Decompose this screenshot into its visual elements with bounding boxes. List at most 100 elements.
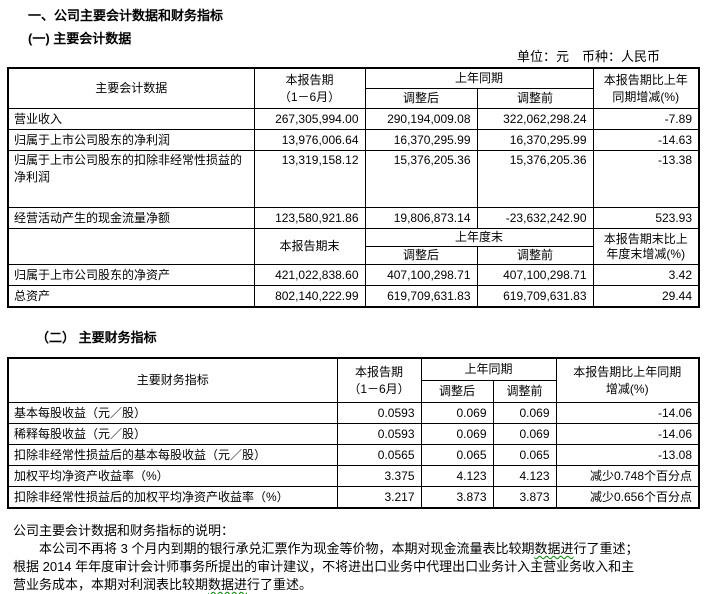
- prior-adjusted-after-value: 407,100,298.71: [364, 264, 478, 286]
- prior-adjusted-after-value: 15,376,205.36: [364, 150, 478, 208]
- table-row: 扣除非经常性损益后的基本每股收益（元／股） 0.0565 0.065 0.065…: [7, 444, 700, 466]
- header-line: 年度末增减(%): [606, 246, 686, 261]
- table-row: 总资产 802,140,222.99 619,709,631.83 619,70…: [7, 285, 700, 308]
- indicator-label-cell: 基本每股收益（元／股）: [7, 402, 338, 424]
- prior-adjusted-before-value: 15,376,205.36: [476, 150, 594, 208]
- current-period-value: 13,319,158.12: [253, 150, 366, 208]
- notes-text: 营业务成本，本期对利润表比较期: [13, 577, 209, 592]
- table2-header-row-2: 调整后 调整前: [8, 380, 699, 403]
- change-percent-value: -13.38: [592, 150, 700, 208]
- header-line: （1－6月）: [278, 89, 341, 104]
- prior-adjusted-before-value: -23,632,242.90: [476, 207, 594, 229]
- prior-adjusted-after-value: 19,806,873.14: [364, 207, 478, 229]
- metric-label-cell: 归属于上市公司股东的扣除非经常性损益的净利润: [7, 150, 255, 208]
- table1-header-row-1: 主要会计数据 本报告期 （1－6月） 上年同期 本报告期比上年 同期增减(%): [7, 67, 700, 109]
- change-percent-value: 3.42: [592, 264, 700, 286]
- table-row: 营业收入 267,305,994.00 290,194,009.08 322,0…: [7, 108, 700, 130]
- change-percent-value: 29.44: [592, 285, 700, 308]
- accounting-data-table: 主要会计数据 本报告期 （1－6月） 上年同期 本报告期比上年 同期增减(%) …: [7, 67, 701, 308]
- table-row: 基本每股收益（元／股） 0.0593 0.069 0.069 -14.06: [7, 402, 700, 424]
- notes-section: 公司主要会计数据和财务指标的说明： 本公司不再将 3 个月内到期的银行承兑汇票作…: [13, 522, 708, 594]
- grammar-squiggle-text: 数据进: [208, 577, 248, 592]
- table-row: 经营活动产生的现金流量净额 123,580,921.86 19,806,873.…: [7, 207, 700, 229]
- prior-adjusted-after-value: 0.069: [420, 423, 494, 445]
- table1-midheader-row-1: 本报告期末 上年度末 本报告期末比上 年度末增减(%): [7, 228, 700, 265]
- notes-text: 根据 2014 年年度审计会计师事务所提出的审计建议，不将进出口业务中代理出口业…: [13, 559, 635, 574]
- change-percent-value: -13.08: [555, 444, 700, 466]
- current-period-value: 267,305,994.00: [253, 108, 366, 130]
- change-percent-value: -7.89: [592, 108, 700, 130]
- change-percent-value: 523.93: [592, 207, 700, 229]
- table1-midheader-adjusted-after: 调整后: [364, 246, 478, 265]
- current-period-value: 0.0593: [336, 402, 422, 424]
- table1-header-label: 主要会计数据: [7, 67, 255, 109]
- prior-adjusted-before-value: 3.873: [492, 486, 557, 509]
- table1-header-prior-period-group: 上年同期: [364, 67, 594, 89]
- change-percent-value: -14.63: [592, 129, 700, 151]
- prior-adjusted-after-value: 0.065: [420, 444, 494, 466]
- header-line: （1－6月）: [348, 381, 410, 396]
- current-period-value: 13,976,006.64: [253, 129, 366, 151]
- change-description-value: 减少0.748个百分点: [555, 465, 700, 487]
- table-row: 归属于上市公司股东的净资产 421,022,838.60 407,100,298…: [7, 264, 700, 286]
- table1-header-change-percent: 本报告期比上年 同期增减(%): [592, 67, 700, 109]
- indicator-label-cell: 扣除非经常性损益后的加权平均净资产收益率（%）: [7, 486, 338, 509]
- table-row: 稀释每股收益（元／股） 0.0593 0.069 0.069 -14.06: [7, 423, 700, 445]
- header-line: 本报告期比上年同期: [573, 364, 682, 379]
- prior-adjusted-after-value: 16,370,295.99: [364, 129, 478, 151]
- metric-label-cell: 归属于上市公司股东的净资产: [7, 264, 255, 286]
- subsection-heading-accounting: (一) 主要会计数据: [28, 31, 132, 46]
- current-period-value: 421,022,838.60: [253, 264, 366, 286]
- prior-adjusted-after-value: 0.069: [420, 402, 494, 424]
- financial-indicators-table: 主要财务指标 本报告期 （1－6月） 上年同期 本报告期比上年同期 增减(%) …: [7, 357, 701, 509]
- header-line: 同期增减(%): [612, 89, 680, 104]
- table-row: 加权平均净资产收益率（%） 3.375 4.123 4.123 减少0.748个…: [7, 465, 700, 487]
- header-line: 本报告期: [354, 364, 403, 379]
- header-line: 增减(%): [605, 381, 649, 396]
- table2-header-current-period: 本报告期 （1－6月）: [336, 357, 422, 403]
- table-row: 归属于上市公司股东的扣除非经常性损益的净利润 13,319,158.12 15,…: [7, 150, 700, 208]
- unit-currency-line: 单位：元 币种：人民币: [516, 49, 660, 64]
- table2-header-adjusted-before: 调整前: [492, 380, 557, 403]
- metric-label-cell: 经营活动产生的现金流量净额: [7, 207, 255, 229]
- financial-report-page: 一、公司主要会计数据和财务指标 (一) 主要会计数据 单位：元 币种：人民币 主…: [0, 8, 708, 592]
- prior-adjusted-after-value: 619,709,631.83: [364, 285, 478, 308]
- header-line: 本报告期比上年: [603, 72, 688, 87]
- table1-header-adjusted-before: 调整前: [476, 88, 594, 109]
- table1-midheader-prior-yearend-group: 上年度末: [364, 228, 594, 247]
- metric-label-cell: 总资产: [7, 285, 255, 308]
- prior-adjusted-before-value: 0.065: [492, 444, 557, 466]
- prior-adjusted-before-value: 4.123: [492, 465, 557, 487]
- header-line: 本报告期末比上: [603, 231, 688, 246]
- current-period-value: 3.375: [336, 465, 422, 487]
- subsection-heading-financial-indicators: （二） 主要财务指标: [36, 330, 157, 345]
- current-period-value: 0.0593: [336, 423, 422, 445]
- prior-adjusted-before-value: 0.069: [492, 402, 557, 424]
- notes-paragraph-line: 营业务成本，本期对利润表比较期数据进行了重述。: [13, 576, 708, 594]
- indicator-label-cell: 稀释每股收益（元／股）: [7, 423, 338, 445]
- table1-header-current-period: 本报告期 （1－6月）: [253, 67, 366, 109]
- current-period-value: 0.0565: [336, 444, 422, 466]
- prior-adjusted-before-value: 619,709,631.83: [476, 285, 594, 308]
- table1-midheader-period-end: 本报告期末: [253, 228, 366, 265]
- table1-midheader-empty-cell: [7, 228, 255, 265]
- notes-text: 行了重述。: [247, 577, 313, 592]
- table2-header-row-1: 主要财务指标 本报告期 （1－6月） 上年同期 本报告期比上年同期 增减(%): [7, 357, 700, 403]
- prior-adjusted-after-value: 290,194,009.08: [364, 108, 478, 130]
- current-period-value: 802,140,222.99: [253, 285, 366, 308]
- prior-adjusted-before-value: 407,100,298.71: [476, 264, 594, 286]
- notes-title: 公司主要会计数据和财务指标的说明：: [13, 523, 235, 538]
- prior-adjusted-after-value: 4.123: [420, 465, 494, 487]
- table2-header-label: 主要财务指标: [7, 357, 338, 403]
- current-period-value: 123,580,921.86: [253, 207, 366, 229]
- notes-text: 行了重述；: [573, 541, 639, 556]
- table-row: 归属于上市公司股东的净利润 13,976,006.64 16,370,295.9…: [7, 129, 700, 151]
- change-description-value: 减少0.656个百分点: [555, 486, 700, 509]
- change-percent-value: -14.06: [555, 423, 700, 445]
- section-heading: 一、公司主要会计数据和财务指标: [28, 8, 224, 23]
- table2-header-prior-period-group: 上年同期: [420, 357, 557, 381]
- table1-header-adjusted-after: 调整后: [364, 88, 478, 109]
- change-percent-value: -14.06: [555, 402, 700, 424]
- table2-header-change-percent: 本报告期比上年同期 增减(%): [555, 357, 700, 403]
- indicator-label-cell: 扣除非经常性损益后的基本每股收益（元／股）: [7, 444, 338, 466]
